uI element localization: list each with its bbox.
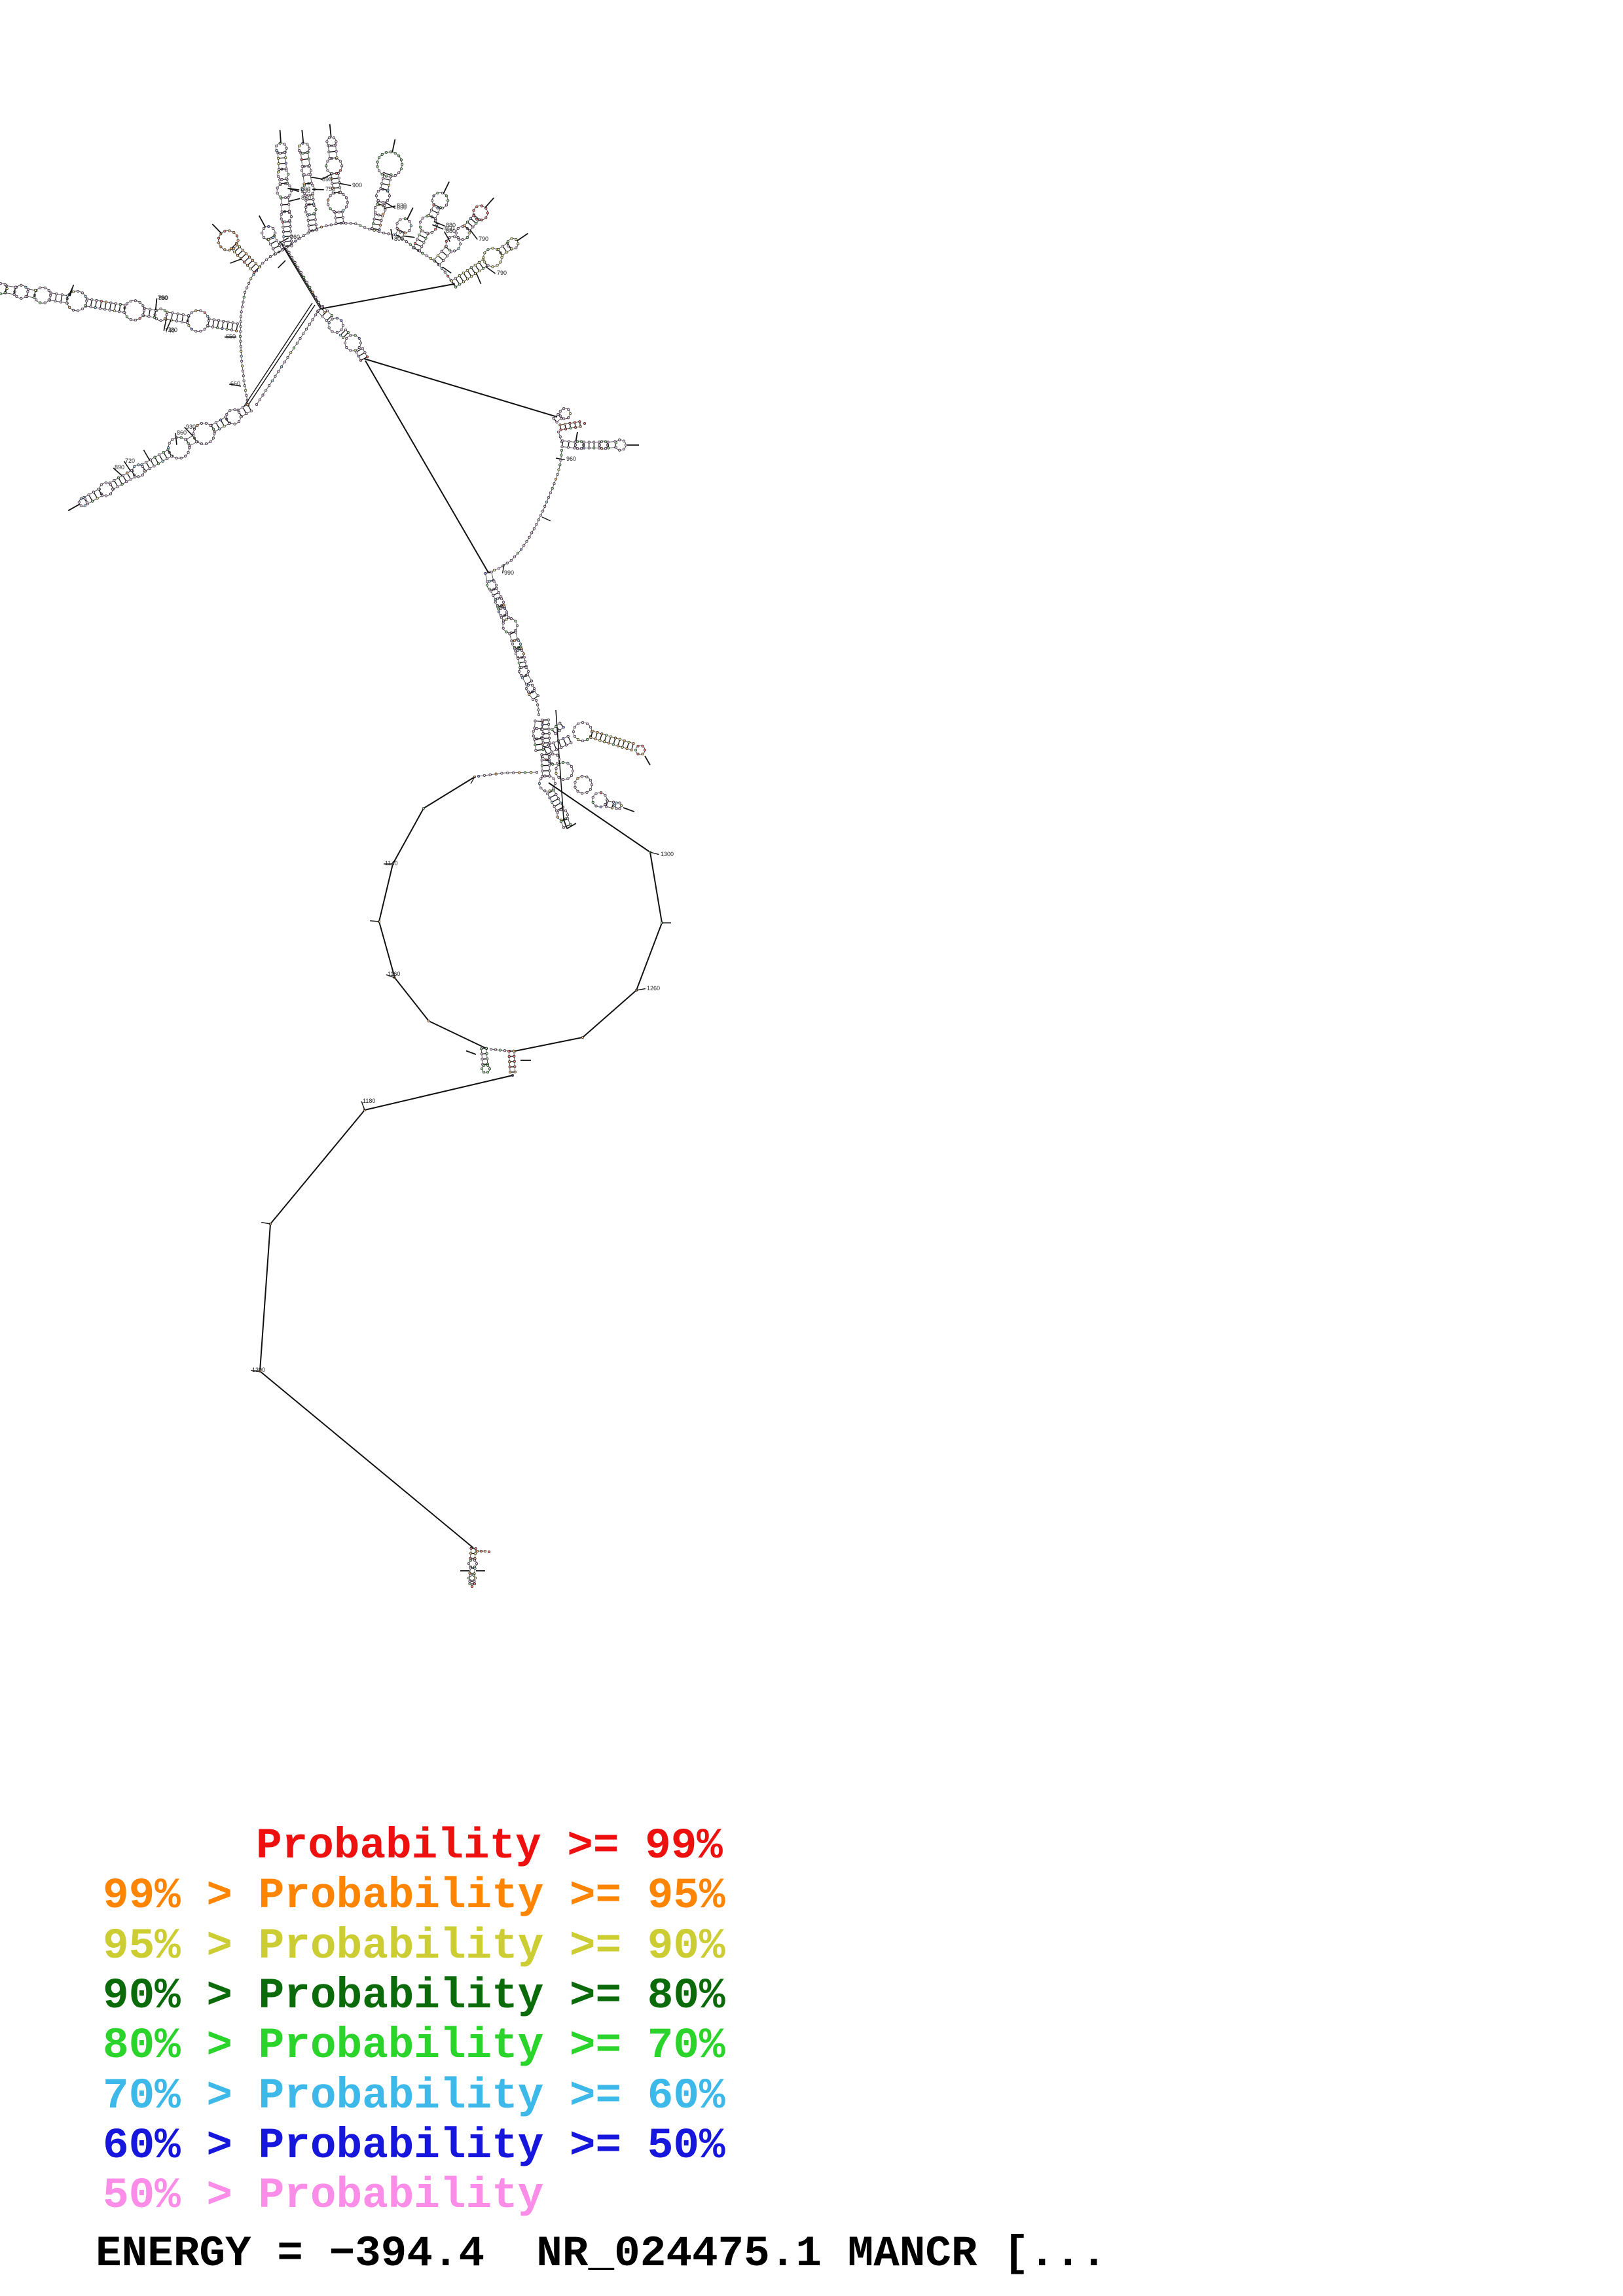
svg-text:850: 850 [397,204,407,211]
svg-text:1140: 1140 [385,860,397,867]
svg-text:800: 800 [394,236,404,242]
svg-text:780: 780 [168,327,177,333]
svg-text:890: 890 [322,176,332,183]
svg-text:790: 790 [497,270,507,276]
svg-text:790: 790 [479,236,488,242]
svg-text:80% > Probability >= 70%: 80% > Probability >= 70% [103,2021,725,2070]
svg-text:1260: 1260 [647,985,660,992]
svg-text:60% > Probability >= 50%: 60% > Probability >= 50% [103,2121,725,2170]
svg-text:70% > Probability >= 60%: 70% > Probability >= 60% [103,2072,725,2121]
svg-text:960: 960 [566,456,576,462]
svg-text:860: 860 [290,234,300,240]
svg-text:830: 830 [397,202,407,209]
svg-text:1300: 1300 [661,851,674,857]
svg-text:1160: 1160 [388,971,400,977]
svg-text:720: 720 [125,457,135,464]
svg-text:860: 860 [177,429,187,436]
svg-text:900: 900 [352,182,362,188]
svg-text:890: 890 [115,464,124,471]
svg-text:790: 790 [158,295,168,301]
svg-text:Probability >= 99%: Probability >= 99% [256,1821,723,1871]
svg-text:ENERGY = −394.4 NR_024475.1 M: ENERGY = −394.4 NR_024475.1 MANCR [... [96,2229,1107,2278]
svg-text:860: 860 [158,295,168,301]
svg-text:880: 880 [446,222,456,228]
svg-text:880: 880 [446,228,456,234]
svg-text:930: 930 [186,423,196,430]
svg-text:850: 850 [445,225,454,232]
svg-text:930: 930 [301,188,310,194]
svg-text:850: 850 [301,194,311,201]
svg-text:650: 650 [226,333,236,340]
svg-text:660: 660 [230,380,240,387]
svg-text:90% > Probability >= 80%: 90% > Probability >= 80% [103,1971,725,2020]
svg-text:750: 750 [325,186,335,192]
svg-text:95% > Probability >= 90%: 95% > Probability >= 90% [103,1922,725,1971]
svg-text:99% > Probability >= 95%: 99% > Probability >= 95% [103,1871,725,1920]
svg-text:900: 900 [301,186,310,192]
svg-text:740: 740 [165,327,175,334]
svg-text:1180: 1180 [363,1098,375,1104]
svg-text:1200: 1200 [252,1367,265,1373]
svg-text:50% > Probability: 50% > Probability [103,2171,543,2220]
svg-text:990: 990 [504,569,514,576]
